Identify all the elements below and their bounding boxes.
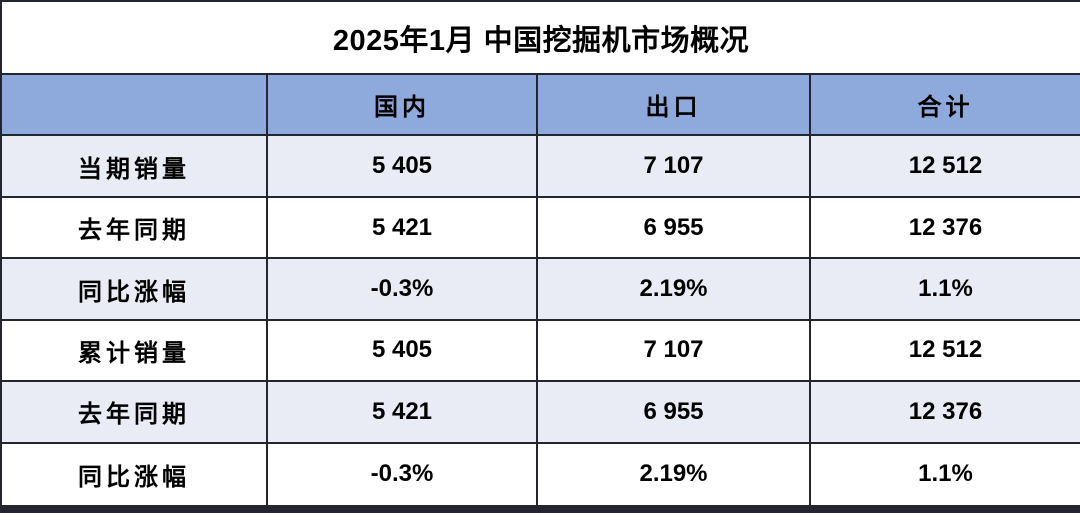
header-row: 国内 出口 合计 [0, 73, 1080, 137]
table-row-last-year-period-cumulative: 去年同期 5 421 6 955 12 376 [0, 380, 1080, 444]
cell-export: 7 107 [536, 134, 811, 198]
cell-export: 6 955 [536, 195, 811, 260]
header-total: 合计 [808, 73, 1080, 137]
row-label: 去年同期 [0, 195, 268, 260]
header-empty [0, 73, 268, 137]
cell-total: 1.1% [808, 441, 1080, 513]
cell-total: 12 512 [808, 318, 1080, 383]
table-row-yoy-change-cumulative: 同比涨幅 -0.3% 2.19% 1.1% [0, 441, 1080, 513]
table-row-cumulative-sales: 累计销量 5 405 7 107 12 512 [0, 318, 1080, 383]
row-label: 去年同期 [0, 380, 268, 444]
cell-export: 6 955 [536, 380, 811, 444]
cell-total: 1.1% [808, 257, 1080, 321]
cell-domestic: 5 421 [266, 380, 538, 444]
row-label: 同比涨幅 [0, 257, 268, 321]
cell-domestic: 5 421 [266, 195, 538, 260]
cell-domestic: 5 405 [266, 318, 538, 383]
cell-export: 7 107 [536, 318, 811, 383]
cell-total: 12 376 [808, 195, 1080, 260]
cell-export: 2.19% [536, 257, 811, 321]
cell-domestic: -0.3% [266, 257, 538, 321]
row-label: 当期销量 [0, 134, 268, 198]
table-row-yoy-change: 同比涨幅 -0.3% 2.19% 1.1% [0, 257, 1080, 321]
table-title: 2025年1月 中国挖掘机市场概况 [0, 0, 1080, 76]
cell-domestic: 5 405 [266, 134, 538, 198]
cell-export: 2.19% [536, 441, 811, 513]
cell-total: 12 512 [808, 134, 1080, 198]
table-row-current-sales: 当期销量 5 405 7 107 12 512 [0, 134, 1080, 198]
cell-domestic: -0.3% [266, 441, 538, 513]
header-domestic: 国内 [266, 73, 538, 137]
row-label: 同比涨幅 [0, 441, 268, 513]
cell-total: 12 376 [808, 380, 1080, 444]
table-row-last-year-period: 去年同期 5 421 6 955 12 376 [0, 195, 1080, 260]
title-row: 2025年1月 中国挖掘机市场概况 [0, 0, 1080, 76]
header-export: 出口 [536, 73, 811, 137]
row-label: 累计销量 [0, 318, 268, 383]
